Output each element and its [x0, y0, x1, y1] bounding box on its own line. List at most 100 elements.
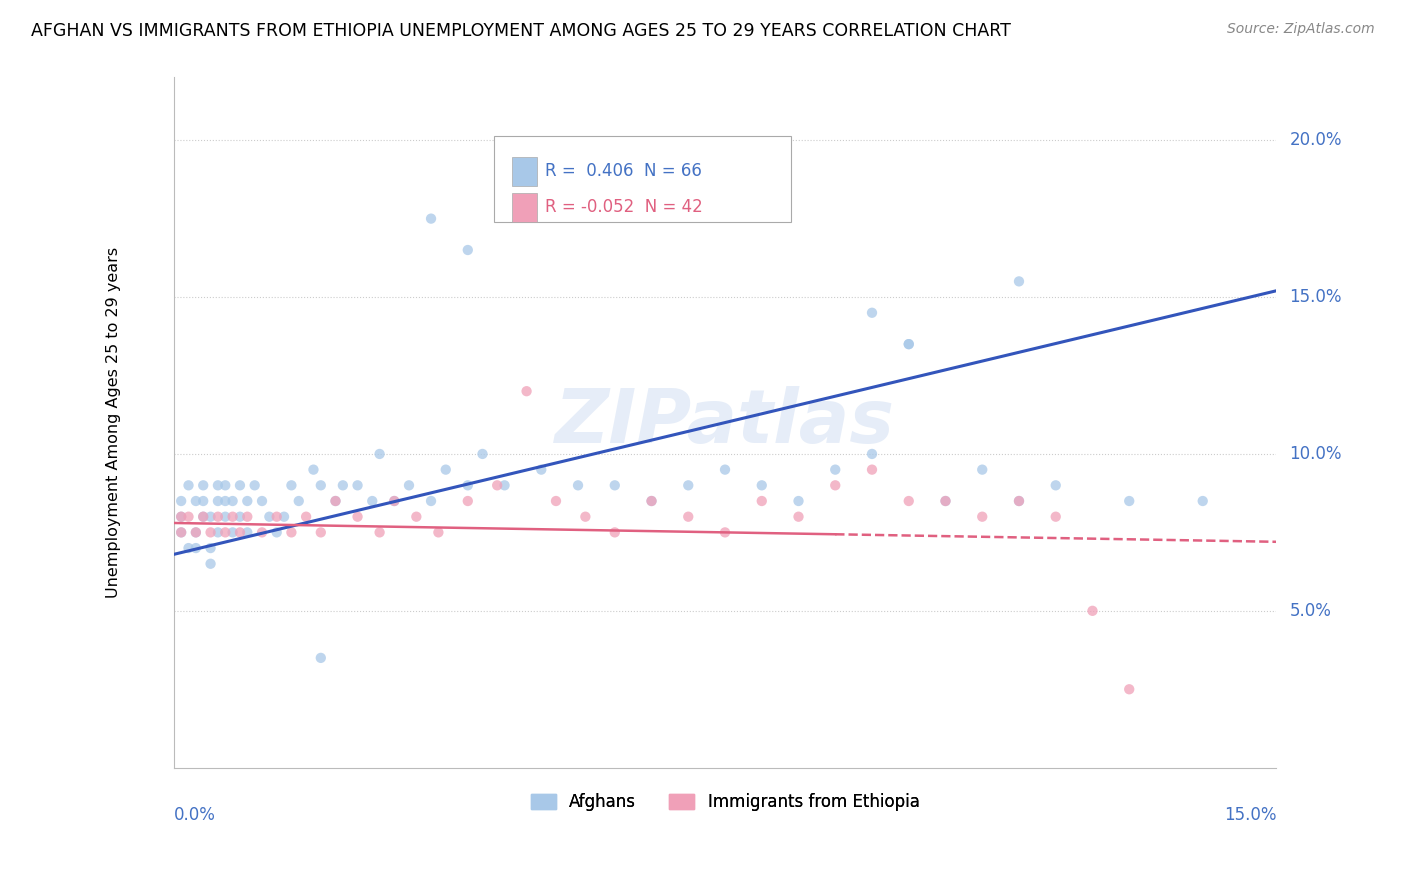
Point — [280, 478, 302, 492]
Point — [229, 478, 252, 492]
Point — [751, 478, 773, 492]
FancyBboxPatch shape — [512, 193, 537, 221]
Point — [471, 447, 494, 461]
Point — [530, 462, 553, 476]
Point — [221, 494, 243, 508]
Point — [897, 337, 920, 351]
Text: 5.0%: 5.0% — [1289, 602, 1331, 620]
Point — [221, 525, 243, 540]
Point — [184, 541, 207, 555]
Text: 20.0%: 20.0% — [1289, 131, 1341, 149]
Point — [193, 509, 215, 524]
Point — [273, 509, 295, 524]
Point — [1008, 274, 1031, 288]
Point — [751, 494, 773, 508]
Point — [309, 651, 332, 665]
Text: 15.0%: 15.0% — [1289, 288, 1341, 306]
Point — [640, 494, 662, 508]
Point — [714, 462, 737, 476]
Point — [332, 478, 354, 492]
Point — [207, 494, 229, 508]
Point — [1191, 494, 1213, 508]
Point — [236, 494, 259, 508]
Point — [236, 525, 259, 540]
Point — [170, 509, 193, 524]
Point — [325, 494, 347, 508]
Point — [287, 494, 309, 508]
Point — [184, 525, 207, 540]
Point — [972, 462, 994, 476]
Point — [787, 509, 810, 524]
Point — [382, 494, 405, 508]
Point — [1081, 604, 1104, 618]
Point — [361, 494, 384, 508]
FancyBboxPatch shape — [512, 157, 537, 186]
Text: Source: ZipAtlas.com: Source: ZipAtlas.com — [1227, 22, 1375, 37]
Point — [486, 478, 509, 492]
Point — [824, 478, 846, 492]
Point — [516, 384, 538, 399]
Point — [200, 525, 222, 540]
Point — [170, 494, 193, 508]
Point — [250, 494, 273, 508]
Text: R = -0.052  N = 42: R = -0.052 N = 42 — [546, 198, 703, 216]
Point — [214, 494, 236, 508]
Point — [243, 478, 266, 492]
Point — [640, 494, 662, 508]
Point — [603, 478, 626, 492]
Point — [229, 509, 252, 524]
Point — [207, 478, 229, 492]
Point — [787, 494, 810, 508]
Point — [678, 478, 700, 492]
Point — [250, 525, 273, 540]
Point — [193, 494, 215, 508]
Point — [427, 525, 450, 540]
Point — [236, 509, 259, 524]
Point — [184, 525, 207, 540]
Point — [1118, 682, 1140, 697]
Text: AFGHAN VS IMMIGRANTS FROM ETHIOPIA UNEMPLOYMENT AMONG AGES 25 TO 29 YEARS CORREL: AFGHAN VS IMMIGRANTS FROM ETHIOPIA UNEMP… — [31, 22, 1011, 40]
Point — [603, 525, 626, 540]
Point — [1045, 478, 1067, 492]
Point — [824, 462, 846, 476]
Text: 0.0%: 0.0% — [174, 805, 215, 823]
Text: 10.0%: 10.0% — [1289, 445, 1341, 463]
Point — [221, 509, 243, 524]
Point — [860, 462, 883, 476]
Point — [1008, 494, 1031, 508]
Point — [207, 509, 229, 524]
Point — [934, 494, 956, 508]
Point — [214, 478, 236, 492]
Point — [200, 557, 222, 571]
Point — [1008, 494, 1031, 508]
Point — [177, 478, 200, 492]
Point — [457, 494, 479, 508]
Point — [177, 541, 200, 555]
Point — [567, 478, 589, 492]
Text: Unemployment Among Ages 25 to 29 years: Unemployment Among Ages 25 to 29 years — [105, 247, 121, 599]
Point — [170, 525, 193, 540]
Point — [193, 509, 215, 524]
Point — [544, 494, 567, 508]
Point — [368, 525, 391, 540]
Point — [302, 462, 325, 476]
Legend: Afghans, Immigrants from Ethiopia: Afghans, Immigrants from Ethiopia — [524, 787, 927, 818]
Point — [170, 525, 193, 540]
Point — [214, 509, 236, 524]
Point — [214, 525, 236, 540]
Point — [934, 494, 956, 508]
Point — [229, 525, 252, 540]
Point — [184, 494, 207, 508]
Point — [405, 509, 427, 524]
Text: R =  0.406  N = 66: R = 0.406 N = 66 — [546, 162, 702, 180]
Point — [494, 478, 516, 492]
Point — [259, 509, 281, 524]
Point — [860, 447, 883, 461]
Point — [434, 462, 457, 476]
Point — [457, 243, 479, 257]
Point — [1045, 509, 1067, 524]
Point — [309, 478, 332, 492]
Point — [398, 478, 420, 492]
Text: 15.0%: 15.0% — [1223, 805, 1277, 823]
Point — [714, 525, 737, 540]
